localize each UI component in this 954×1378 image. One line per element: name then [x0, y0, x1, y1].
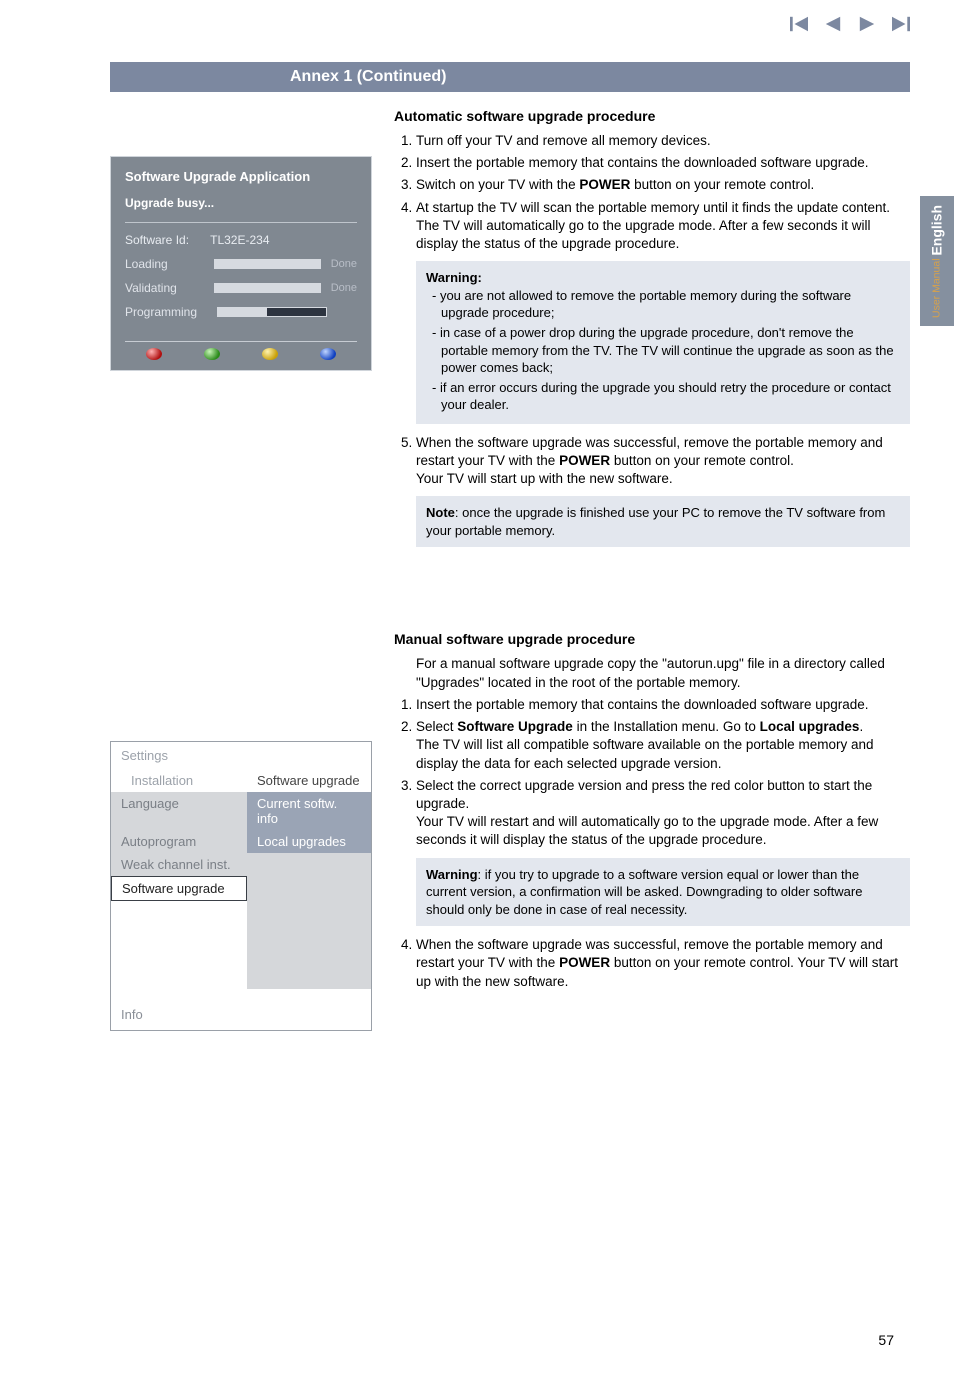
dot-green	[204, 348, 220, 360]
info-label: Info	[111, 999, 371, 1030]
auto-step5: When the software upgrade was successful…	[416, 434, 910, 489]
upgrade-app-panel: Software Upgrade Application Upgrade bus…	[110, 156, 372, 371]
auto-warning2: in case of a power drop during the upgra…	[432, 324, 900, 377]
auto-step4: At startup the TV will scan the portable…	[416, 199, 910, 254]
progress-row: Validating Done	[125, 281, 357, 295]
progress-status: Done	[331, 258, 357, 270]
dot-red	[146, 348, 162, 360]
language-label: Language	[111, 792, 247, 830]
settings-panel: Settings Installation Software upgrade L…	[110, 741, 372, 1031]
next-icon[interactable]	[858, 16, 876, 32]
manual-step1: Insert the portable memory that contains…	[416, 696, 910, 714]
installation-label: Installation	[111, 769, 247, 792]
auto-step2: Insert the portable memory that contains…	[416, 154, 910, 172]
settings-header: Settings	[111, 742, 371, 769]
manual-step3: Select the correct upgrade version and p…	[416, 777, 910, 850]
software-id-row: Software Id: TL32E-234	[125, 233, 357, 247]
side-tab-eng: English	[929, 205, 945, 256]
progress-bar	[214, 259, 320, 269]
manual-step4: When the software upgrade was successful…	[416, 936, 910, 991]
row-autoprogram: Autoprogram Local upgrades	[111, 830, 371, 853]
row-blank3	[111, 945, 371, 967]
side-tab: User Manual English	[920, 196, 954, 326]
auto-steps: Turn off your TV and remove all memory d…	[394, 132, 910, 253]
row-language: Language Current softw. info	[111, 792, 371, 830]
auto-warning: Warning: you are not allowed to remove t…	[416, 261, 910, 423]
nav-icons	[790, 16, 910, 32]
progress-row: Programming	[125, 305, 357, 319]
software-id-label: Software Id:	[125, 233, 207, 247]
auto-warning3: if an error occurs during the upgrade yo…	[432, 379, 900, 414]
auto-warning1: you are not allowed to remove the portab…	[432, 287, 900, 322]
row-software-upgrade: Software upgrade	[111, 876, 371, 901]
panel-title: Software Upgrade Application	[125, 169, 357, 184]
auto-step3: Switch on your TV with the POWER button …	[416, 176, 910, 194]
first-icon[interactable]	[790, 16, 808, 32]
row-blank1	[111, 901, 371, 923]
section-heading: Annex 1 (Continued)	[110, 62, 910, 92]
manual-heading: Manual software upgrade procedure	[394, 631, 910, 647]
software-upgrade-hdr: Software upgrade	[247, 769, 371, 792]
color-dots	[125, 341, 357, 360]
current-info: Current softw. info	[247, 792, 371, 830]
manual-steps-cont: When the software upgrade was successful…	[394, 936, 910, 991]
progress-label: Validating	[125, 281, 204, 295]
dot-blue	[320, 348, 336, 360]
panel-busy: Upgrade busy...	[125, 196, 357, 210]
progress-label: Loading	[125, 257, 204, 271]
weak-label: Weak channel inst.	[111, 853, 247, 876]
progress-row: Loading Done	[125, 257, 357, 271]
progress-status: Done	[331, 282, 357, 294]
manual-intro: For a manual software upgrade copy the "…	[416, 655, 910, 691]
row-installation: Installation Software upgrade	[111, 769, 371, 792]
progress-bar	[214, 283, 320, 293]
page-number: 57	[878, 1332, 894, 1348]
manual-steps: Insert the portable memory that contains…	[394, 696, 910, 850]
last-icon[interactable]	[892, 16, 910, 32]
prev-icon[interactable]	[824, 16, 842, 32]
software-id-value: TL32E-234	[210, 233, 269, 247]
progress-label: Programming	[125, 305, 207, 319]
side-tab-sub: User Manual	[931, 258, 943, 318]
auto-heading: Automatic software upgrade procedure	[394, 108, 910, 124]
progress-bar	[217, 307, 327, 317]
auto-note: Note: once the upgrade is finished use y…	[416, 496, 910, 547]
auto-step1: Turn off your TV and remove all memory d…	[416, 132, 910, 150]
autoprogram-label: Autoprogram	[111, 830, 247, 853]
local-upgrades: Local upgrades	[247, 830, 371, 853]
manual-warning: Warning: if you try to upgrade to a soft…	[416, 858, 910, 927]
row-weak: Weak channel inst.	[111, 853, 371, 876]
software-upgrade-sel: Software upgrade	[111, 876, 247, 901]
manual-step2: Select Software Upgrade in the Installat…	[416, 718, 910, 773]
dot-yellow	[262, 348, 278, 360]
auto-steps-cont: When the software upgrade was successful…	[394, 434, 910, 489]
row-blank2	[111, 923, 371, 945]
row-blank4	[111, 967, 371, 989]
